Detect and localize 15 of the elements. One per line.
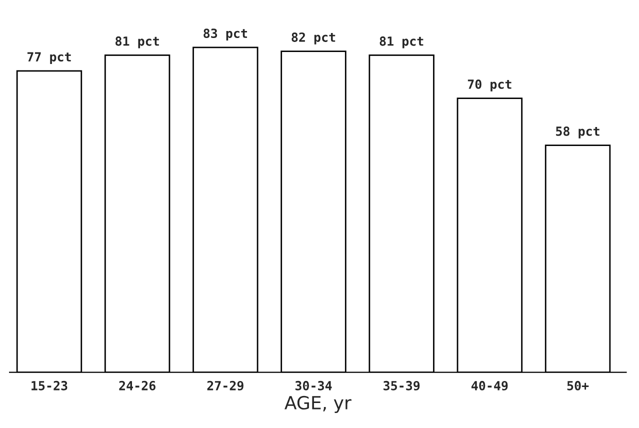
x-axis-title: AGE, yr [284, 396, 352, 414]
data-label: 70 pct [468, 79, 512, 92]
x-tick-label: 15-23 [32, 380, 68, 390]
data-label: 82 pct [292, 32, 336, 44]
data-label: 77 pct [27, 52, 71, 64]
x-tick-label: 35-39 [384, 380, 420, 390]
data-label: 81 pct [116, 36, 159, 48]
data-label: 81 pct [380, 36, 424, 48]
x-tick-label: 30-34 [295, 380, 332, 390]
x-tick-label: 27-29 [207, 380, 244, 390]
data-label: 58 pct [556, 126, 600, 138]
x-tick-label: 40-49 [471, 380, 508, 390]
x-tick-label: 24-26 [119, 380, 156, 390]
data-label: 83 pct [204, 28, 248, 40]
x-tick-label: 50+ [567, 380, 589, 390]
